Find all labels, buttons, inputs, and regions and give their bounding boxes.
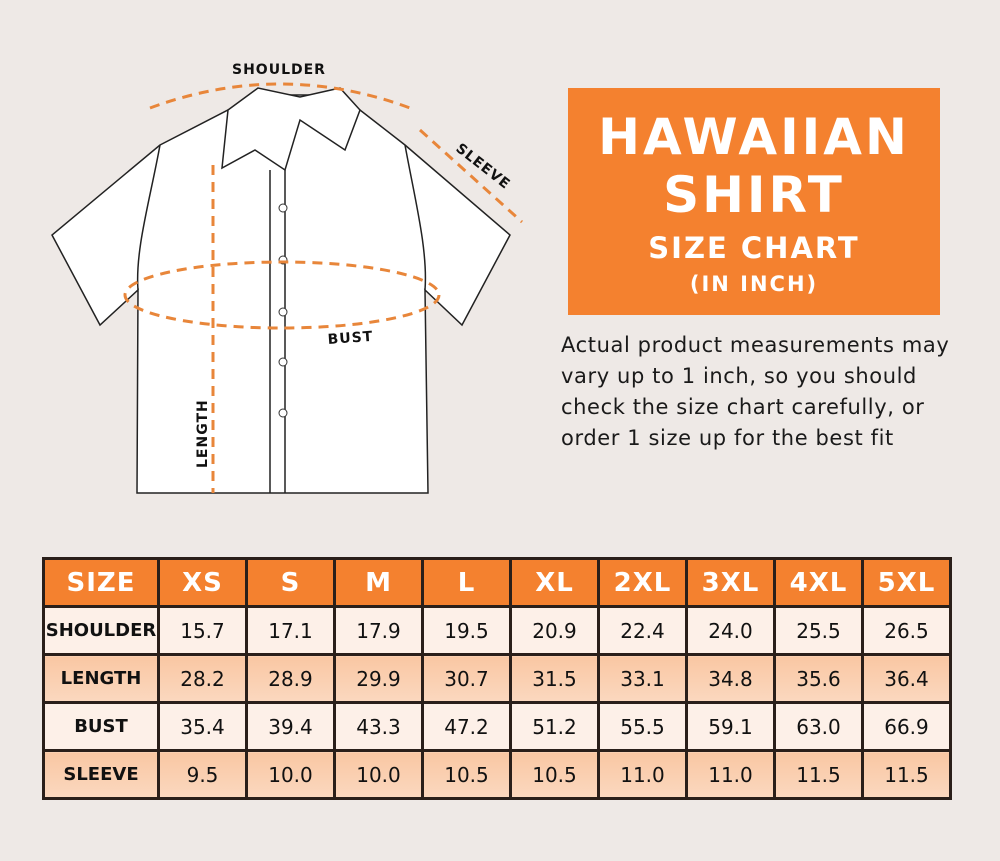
- header-5xl: 5XL: [861, 557, 952, 608]
- row-label: BUST: [42, 701, 160, 752]
- header-row: SIZE XS S M L XL 2XL 3XL 4XL 5XL: [42, 557, 952, 608]
- table-cell: 24.0: [685, 605, 776, 656]
- table-cell: 11.0: [597, 749, 688, 800]
- table-cell: 29.9: [333, 653, 424, 704]
- table-cell: 66.9: [861, 701, 952, 752]
- table-cell: 11.5: [861, 749, 952, 800]
- table-cell: 17.1: [245, 605, 336, 656]
- table-cell: 19.5: [421, 605, 512, 656]
- title-box: HAWAIIAN SHIRT SIZE CHART (IN INCH): [568, 88, 940, 315]
- shirt-outline: [51, 87, 511, 494]
- table-cell: 10.5: [509, 749, 600, 800]
- size-table: SIZE XS S M L XL 2XL 3XL 4XL 5XL SHOULDER 15.7 17.1…: [42, 557, 952, 800]
- table-cell: 28.2: [157, 653, 248, 704]
- row-label: SHOULDER: [42, 605, 160, 656]
- bust-label: BUST: [327, 329, 374, 348]
- table-cell: 10.0: [333, 749, 424, 800]
- table-cell: 59.1: [685, 701, 776, 752]
- header-xs: XS: [157, 557, 248, 608]
- table-row-sleeve: SLEEVE 9.5 10.0 10.0 10.5 10.5 11.0 11.0 11.5 11.…: [42, 749, 952, 800]
- table-cell: 11.5: [773, 749, 864, 800]
- shirt-diagram: SHOULDER SLEEVE BUST LENGTH: [51, 62, 524, 494]
- table-row-length: LENGTH 28.2 28.9 29.9 30.7 31.5 33.1 34.8 35.6 36…: [42, 653, 952, 704]
- row-label: SLEEVE: [42, 749, 160, 800]
- shoulder-label: SHOULDER: [232, 62, 326, 78]
- table-cell: 17.9: [333, 605, 424, 656]
- table-cell: 47.2: [421, 701, 512, 752]
- table-cell: 22.4: [597, 605, 688, 656]
- table-cell: 20.9: [509, 605, 600, 656]
- table-cell: 25.5: [773, 605, 864, 656]
- table-cell: 36.4: [861, 653, 952, 704]
- table-cell: 43.3: [333, 701, 424, 752]
- header-l: L: [421, 557, 512, 608]
- table-cell: 10.5: [421, 749, 512, 800]
- row-label: LENGTH: [42, 653, 160, 704]
- table-cell: 10.0: [245, 749, 336, 800]
- table-cell: 51.2: [509, 701, 600, 752]
- table-cell: 55.5: [597, 701, 688, 752]
- subtitle: SIZE CHART: [648, 231, 860, 265]
- table-cell: 63.0: [773, 701, 864, 752]
- table-cell: 28.9: [245, 653, 336, 704]
- table-cell: 35.6: [773, 653, 864, 704]
- header-m: M: [333, 557, 424, 608]
- title-line-1: HAWAIIAN: [598, 108, 910, 166]
- table-cell: 33.1: [597, 653, 688, 704]
- title-line-2: SHIRT: [663, 166, 845, 224]
- measure-lines: [123, 82, 524, 493]
- header-4xl: 4XL: [773, 557, 864, 608]
- length-label: LENGTH: [195, 399, 211, 468]
- header-size: SIZE: [42, 557, 160, 608]
- header-3xl: 3XL: [685, 557, 776, 608]
- table-cell: 35.4: [157, 701, 248, 752]
- table-cell: 39.4: [245, 701, 336, 752]
- table-cell: 26.5: [861, 605, 952, 656]
- table-cell: 31.5: [509, 653, 600, 704]
- table-row-bust: BUST 35.4 39.4 43.3 47.2 51.2 55.5 59.1 63.0 66.9: [42, 701, 952, 752]
- header-s: S: [245, 557, 336, 608]
- unit-label: (IN INCH): [689, 272, 819, 296]
- measurement-note: Actual product measurements may vary up …: [561, 333, 950, 450]
- table-cell: 30.7: [421, 653, 512, 704]
- table-cell: 34.8: [685, 653, 776, 704]
- table-cell: 11.0: [685, 749, 776, 800]
- header-2xl: 2XL: [597, 557, 688, 608]
- table-cell: 15.7: [157, 605, 248, 656]
- header-xl: XL: [509, 557, 600, 608]
- table-cell: 9.5: [157, 749, 248, 800]
- buttons: [278, 203, 288, 418]
- table-row-shoulder: SHOULDER 15.7 17.1 17.9 19.5 20.9 22.4 24.0 25.5…: [42, 605, 952, 656]
